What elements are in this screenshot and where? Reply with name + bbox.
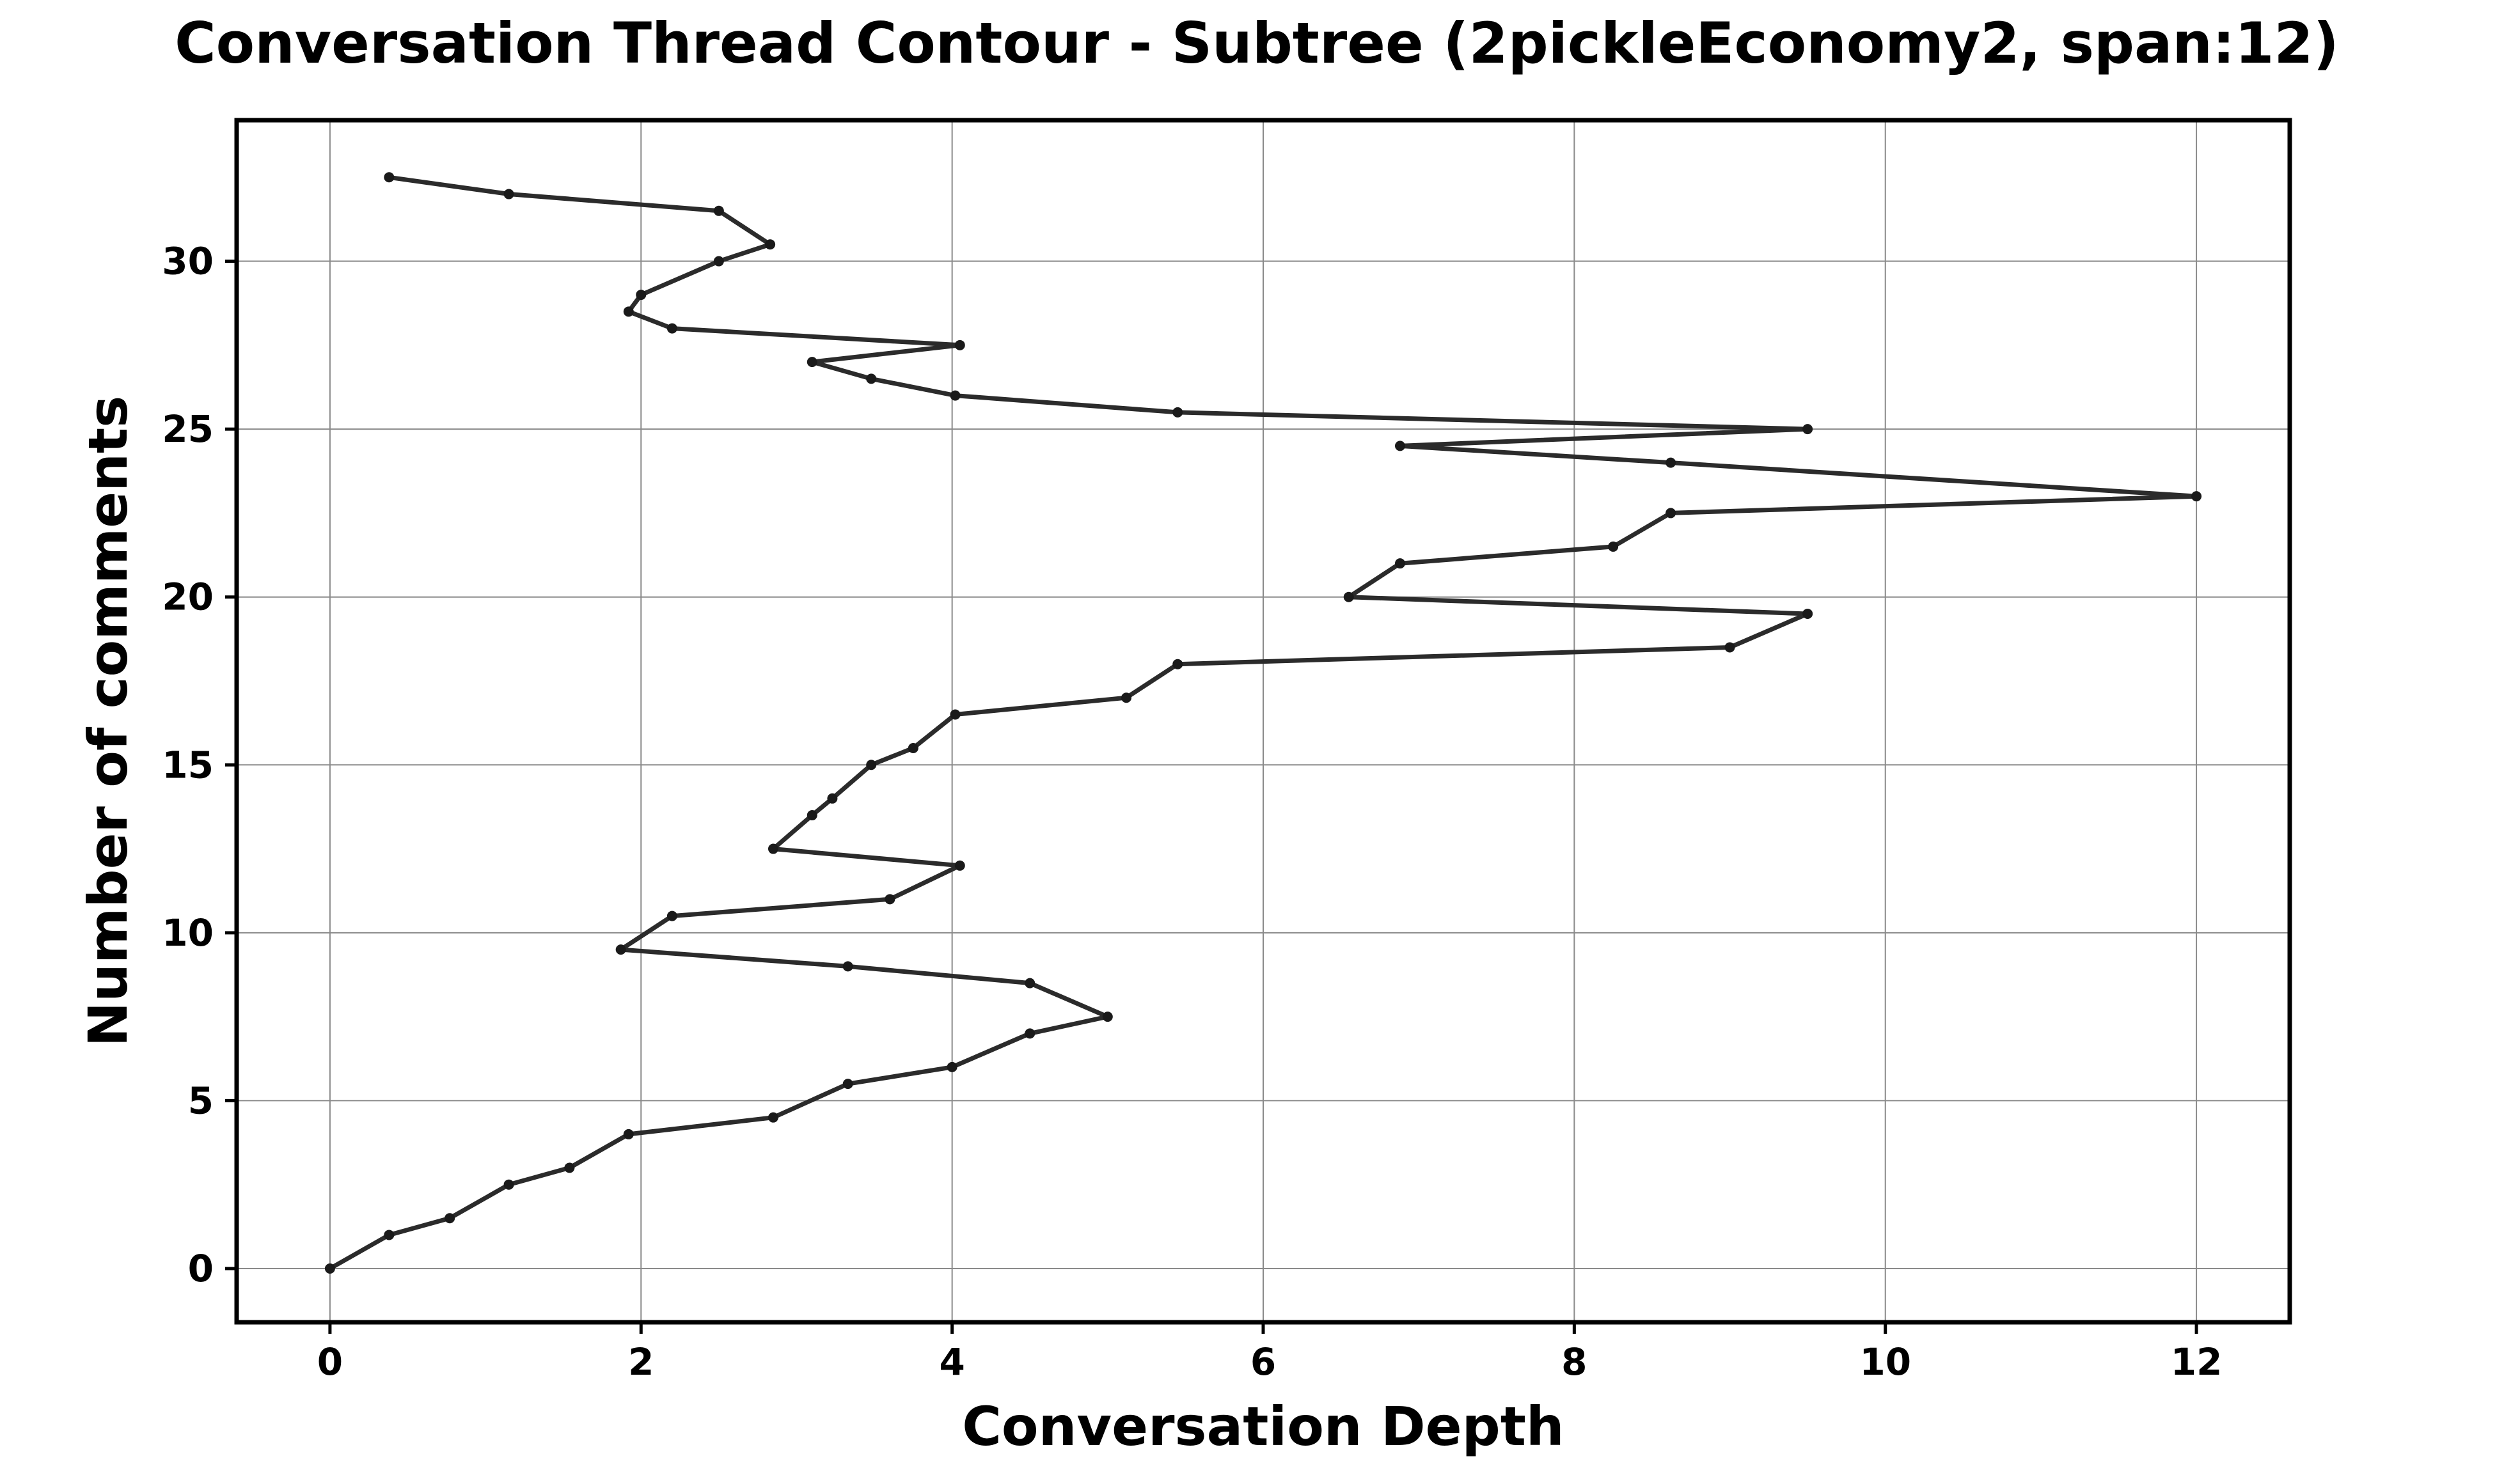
data-point [768, 1112, 778, 1123]
data-point [503, 1179, 514, 1190]
grid-lines [237, 120, 2290, 1322]
y-tick-label: 5 [188, 1079, 214, 1122]
y-tick-label: 0 [188, 1247, 214, 1290]
data-point [765, 239, 776, 250]
x-axis-label: Conversation Depth [962, 1395, 1564, 1458]
data-point [384, 1230, 395, 1240]
data-point [1025, 1028, 1036, 1039]
x-tick-label: 10 [1859, 1340, 1911, 1384]
x-tick-label: 12 [2171, 1340, 2223, 1384]
data-point [666, 323, 677, 334]
data-point [954, 860, 965, 871]
data-point [1802, 608, 1813, 619]
data-point [947, 1061, 957, 1072]
x-tick-label: 8 [1561, 1340, 1587, 1384]
data-point [866, 373, 877, 384]
data-point [807, 357, 817, 368]
data-point [623, 1129, 634, 1139]
data-point [1395, 441, 1405, 451]
data-point [950, 390, 961, 401]
data-point [666, 910, 677, 921]
data-point [1102, 1012, 1113, 1022]
data-point [564, 1162, 575, 1173]
data-point [1666, 508, 1676, 519]
x-tick-label: 6 [1250, 1340, 1276, 1384]
data-point [954, 340, 965, 350]
data-point [842, 961, 853, 972]
data-point [842, 1079, 853, 1090]
data-point [1172, 407, 1183, 418]
data-point [1395, 558, 1405, 569]
data-point [1121, 692, 1131, 703]
data-point [384, 172, 395, 183]
series-line [327, 175, 2199, 1271]
data-point [827, 793, 838, 804]
data-point [1025, 978, 1036, 989]
data-point [615, 944, 626, 955]
x-tick-label: 0 [317, 1340, 343, 1384]
data-series [324, 172, 2202, 1274]
y-axis-label: Number of comments [77, 396, 139, 1047]
data-point [908, 743, 918, 754]
data-point [807, 810, 817, 821]
data-point [1343, 591, 1354, 602]
data-point [445, 1213, 455, 1224]
y-tick-label: 10 [162, 911, 214, 955]
y-tick-label: 25 [162, 407, 214, 451]
data-point [623, 306, 634, 317]
data-point [1802, 424, 1813, 435]
data-point [2191, 491, 2202, 502]
data-point [768, 843, 778, 854]
chart-title: Conversation Thread Contour - Subtree (2… [175, 10, 2339, 76]
y-tick-label: 20 [162, 575, 214, 619]
x-tick-label: 4 [939, 1340, 965, 1384]
data-point [1666, 457, 1676, 468]
x-tick-label: 2 [628, 1340, 654, 1384]
y-tick-label: 30 [162, 240, 214, 283]
data-point [950, 709, 961, 720]
data-point [885, 894, 895, 905]
data-point [1724, 642, 1735, 653]
data-point [1172, 659, 1183, 669]
data-point [636, 290, 647, 301]
data-point [324, 1263, 335, 1274]
data-point [713, 256, 724, 267]
data-point [503, 189, 514, 199]
data-point [713, 205, 724, 216]
data-point [866, 760, 877, 770]
y-tick-label: 15 [162, 743, 214, 786]
axis-ticks: 0 2 4 6 8 10 12 0 5 10 15 20 25 30 [162, 240, 2222, 1384]
data-point [1608, 541, 1619, 552]
